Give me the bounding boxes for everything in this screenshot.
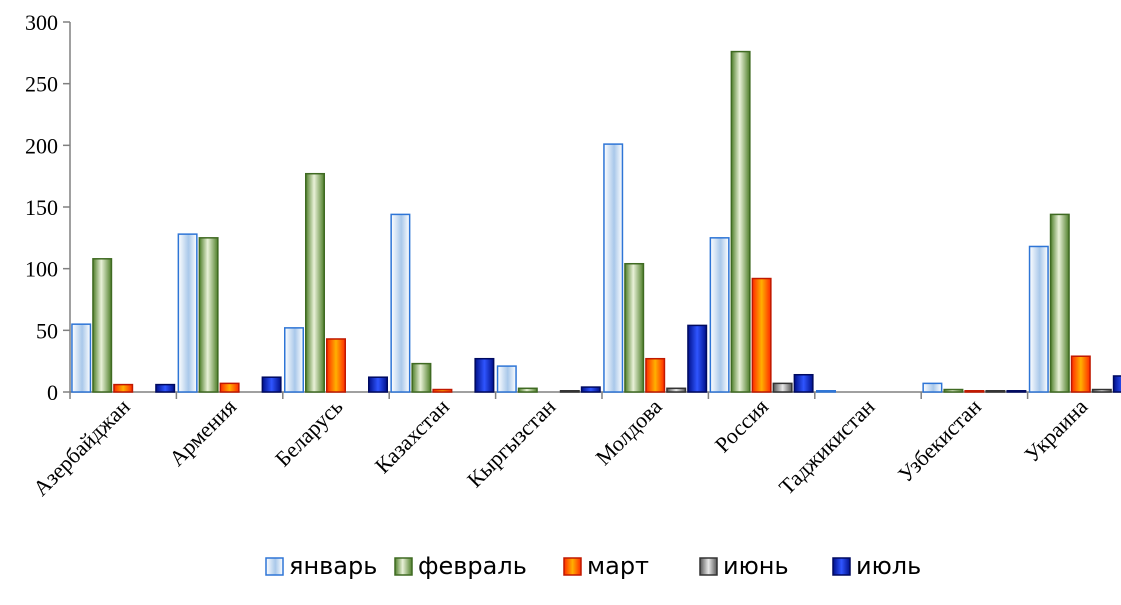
legend-swatch <box>265 557 284 576</box>
bar-июль-Украина <box>1112 375 1121 393</box>
bar-март-Азербайджан <box>113 383 134 393</box>
y-tick-label: 200 <box>25 133 58 158</box>
legend-label: июнь <box>723 552 789 580</box>
bar-июль-Молдова <box>687 324 708 393</box>
category-label: Армения <box>164 394 241 471</box>
bar-март-Узбекистан <box>964 390 985 393</box>
bar-июнь-Молдова <box>666 387 687 393</box>
legend-label: январь <box>289 552 377 580</box>
category-label: Азербайджан <box>28 394 135 501</box>
bars <box>71 50 1121 393</box>
legend-label: февраль <box>418 552 527 580</box>
bar-июль-Армения <box>261 376 282 393</box>
bar-июль-Беларусь <box>368 376 388 393</box>
bar-июль-Узбекистан <box>1006 390 1027 393</box>
category-label: Украина <box>1019 394 1092 467</box>
category-label: Россия <box>710 394 773 457</box>
bar-февраль-Беларусь <box>305 172 325 393</box>
bar-январь-Россия <box>709 237 730 393</box>
bar-март-Молдова <box>645 357 666 393</box>
bar-февраль-Азербайджан <box>92 258 113 393</box>
category-labels: Азербайджан Армения Беларусь Казахстан Кыргы… <box>28 394 1093 501</box>
bar-март-Беларусь <box>326 338 346 393</box>
bar-январь-Кыргызстан <box>496 365 517 393</box>
bar-март-Казахстан <box>432 388 453 393</box>
category-label: Таджикистан <box>774 394 880 500</box>
y-tick-label: 100 <box>25 257 58 282</box>
bar-июль-Россия <box>793 373 814 393</box>
category-label: Беларусь <box>270 394 348 472</box>
bar-февраль-Казахстан <box>411 362 432 393</box>
bar-январь-Беларусь <box>284 327 304 393</box>
bar-июнь-Россия <box>772 382 793 393</box>
bar-январь-Таджикистан <box>816 390 836 393</box>
bar-январь-Украина <box>1028 245 1049 393</box>
category-label: Кыргызстан <box>462 394 561 493</box>
legend: январь февраль март июнь июль <box>265 552 921 580</box>
category-label: Узбекистан <box>893 394 986 487</box>
y-tick-label: 0 <box>47 380 58 405</box>
bar-январь-Азербайджан <box>71 323 92 393</box>
bar-январь-Казахстан <box>390 213 411 393</box>
bar-июль-Кыргызстан <box>580 386 601 393</box>
category-label: Казахстан <box>370 394 454 478</box>
legend-swatch <box>699 557 718 576</box>
bar-июнь-Кыргызстан <box>559 390 580 393</box>
bar-июнь-Украина <box>1091 388 1112 393</box>
bar-февраль-Узбекистан <box>943 388 964 393</box>
y-tick-label: 50 <box>36 318 58 343</box>
bar-июль-Казахстан <box>474 357 495 393</box>
legend-swatch <box>832 557 851 576</box>
bar-февраль-Кыргызстан <box>517 387 538 393</box>
bar-март-Армения <box>219 382 240 393</box>
bar-февраль-Россия <box>730 50 751 393</box>
y-tick-label: 250 <box>25 72 58 97</box>
y-axis: 0 50 100 150 200 250 300 <box>25 10 71 405</box>
legend-swatch <box>394 557 413 576</box>
legend-label: март <box>587 552 649 580</box>
bar-февраль-Армения <box>198 237 219 393</box>
bar-март-Россия <box>751 277 772 393</box>
bar-февраль-Украина <box>1049 213 1070 393</box>
bar-январь-Молдова <box>603 143 624 393</box>
category-label: Молдова <box>591 394 667 470</box>
legend-swatch <box>563 557 582 576</box>
bar-январь-Узбекистан <box>922 382 943 393</box>
bar-июнь-Узбекистан <box>985 390 1006 393</box>
bar-март-Украина <box>1070 355 1091 393</box>
legend-label: июль <box>856 552 921 580</box>
bar-февраль-Молдова <box>624 262 645 393</box>
y-tick-label: 300 <box>25 10 58 35</box>
bar-январь-Армения <box>177 233 198 393</box>
y-tick-label: 150 <box>25 195 58 220</box>
bar-июль-Азербайджан <box>155 383 176 393</box>
